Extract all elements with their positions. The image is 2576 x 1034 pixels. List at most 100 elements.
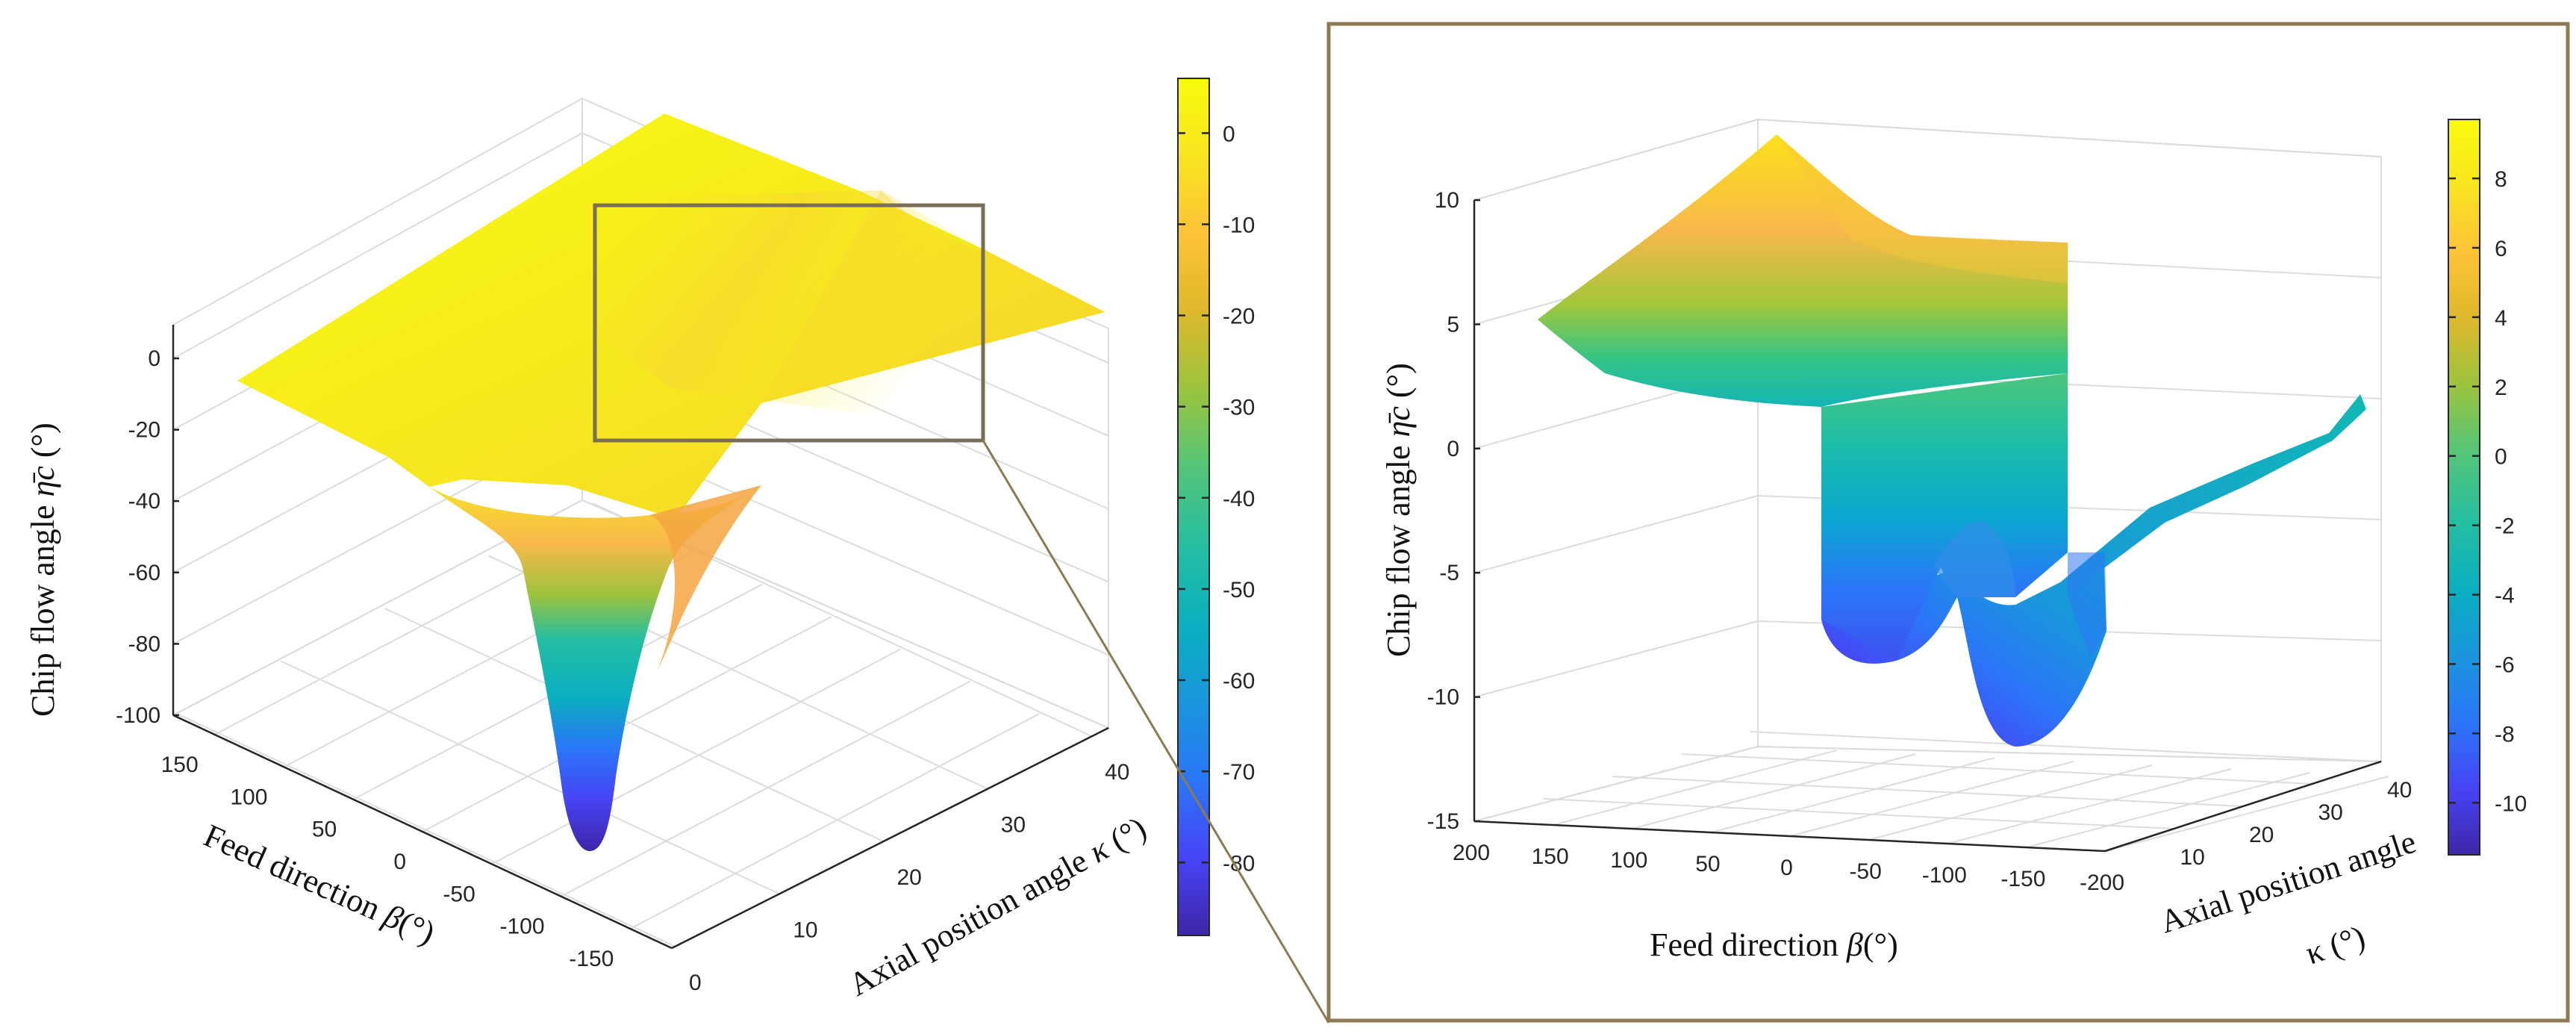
zoom-colorbar-tick: -10 (2495, 791, 2527, 816)
overview-z-ticks: 0 -20 -40 -60 -80 -100 (116, 346, 179, 728)
zoom-z-gridline (1473, 119, 1759, 201)
overview-colorbar-tick: -20 (1223, 305, 1255, 329)
zoom-x-tick: -150 (2000, 867, 2045, 891)
overview-x-tick: 150 (161, 753, 199, 777)
zoom-colorbar-tick: -2 (2495, 514, 2515, 539)
zoom-z-gridline (1473, 495, 1759, 574)
overview-z-tick: 0 (148, 346, 160, 371)
zoom-y-gridline (1612, 776, 2244, 807)
zoom-x-tick: -50 (1849, 859, 1881, 884)
overview-colorbar-tick: -30 (1223, 396, 1255, 420)
zoom-y-tick: 40 (2387, 778, 2412, 803)
zoom-z-tick: 5 (1447, 312, 1459, 337)
zoom-x-tick: 150 (1532, 844, 1569, 869)
zoom-colorbar-tick: -6 (2495, 653, 2515, 677)
zoom-colorbar-tick: 2 (2495, 376, 2507, 400)
zoom-x-gridline (1631, 753, 1916, 829)
zoom-colorbar-tick: 0 (2495, 445, 2507, 470)
zoom-y-gridline (1543, 798, 2174, 829)
zoom-colorbar-ticks: 8 6 4 2 0 -2 -4 -6 -8 -10 (2448, 167, 2527, 816)
overview-x-gridline (491, 648, 902, 865)
overview-y-tick: 30 (1001, 813, 1026, 838)
overview-colorbar-tick: -40 (1223, 487, 1255, 511)
overview-x-tick: -100 (500, 915, 545, 939)
zoom-colorbar-tick: 8 (2495, 167, 2507, 192)
zoom-x-gridline (2026, 772, 2310, 848)
overview-colorbar-tick: -50 (1223, 578, 1255, 602)
overview-colorbar-tick: -70 (1223, 760, 1255, 785)
overview-x-tick: 50 (312, 817, 337, 842)
zoom-colorbar-tick: -4 (2495, 584, 2515, 608)
overview-surface (237, 113, 1105, 851)
zoom-x-gridline (1947, 768, 2232, 844)
zoom-x-gridline (1553, 750, 1837, 826)
overview-x-ticks: 150 100 50 0 -50 -100 -150 (161, 753, 614, 971)
overview-y-gridline (280, 660, 780, 895)
zoom-x-tick: -100 (1922, 863, 1967, 888)
zoom-x-axis (1473, 820, 2106, 853)
zoom-z-ticks: 10 5 0 -5 -10 -15 (1427, 188, 1480, 834)
overview-z-tick: -20 (128, 418, 160, 443)
overview-z-tick: -100 (116, 703, 160, 728)
zoom-y-axis (2104, 760, 2382, 853)
overview-z-label: Chip flow angle η̄c (°) (25, 423, 61, 717)
zoom-z-tick: -5 (1439, 561, 1459, 585)
overview-y-axis (671, 726, 1109, 950)
overview-x-gridline (629, 713, 1040, 929)
overview-x-tick: -150 (569, 947, 614, 971)
overview-x-gridline (561, 680, 971, 897)
overview-z-tick: -80 (128, 632, 160, 656)
zoom-y-tick: 10 (2180, 845, 2205, 870)
overview-y-tick: 0 (689, 971, 702, 995)
overview-z-tick: -40 (128, 489, 160, 514)
zoom-surface (1538, 134, 2366, 747)
zoom-x-ticks: 200 150 100 50 0 -50 -100 -150 -200 (1453, 841, 2124, 895)
zoom-x-tick: 200 (1453, 841, 1490, 865)
overview-x-tick: 100 (230, 785, 267, 809)
overview-x-tick: -50 (443, 882, 475, 906)
zoom-y-ticks: 10 20 30 40 (2180, 778, 2413, 870)
zoom-z-tick: -10 (1427, 685, 1459, 710)
overview-y-tick: 10 (793, 918, 817, 943)
zoom-z-tick: 10 (1435, 188, 1459, 213)
zoom-colorbar-tick: 6 (2495, 237, 2507, 261)
overview-colorbar (1177, 78, 1210, 936)
overview-z-gridline (172, 132, 583, 359)
overview-y-gridline (176, 713, 676, 947)
zoom-region-box (593, 203, 985, 443)
zoom-x-label: Feed direction β(°) (1650, 926, 1898, 963)
overview-y-ticks: 0 10 20 30 40 (689, 760, 1129, 995)
zoom-z-gridline (1473, 620, 1759, 698)
overview-colorbar-tick: 0 (1223, 122, 1235, 146)
zoom-z-gridline (1757, 119, 2382, 158)
zoom-colorbar (2448, 119, 2480, 856)
overview-y-tick: 20 (897, 865, 922, 890)
overview-z-tick: -60 (128, 561, 160, 585)
zoom-x-gridline (1868, 764, 2153, 841)
overview-x-axis (172, 714, 673, 950)
zoom-x-tick: 0 (1780, 856, 1793, 880)
zoom-z-tick: 0 (1447, 437, 1459, 461)
zoom-z-label: Chip flow angle η̄c (°) (1380, 363, 1417, 657)
overview-colorbar-tick: -10 (1223, 213, 1255, 237)
zoom-x-gridline (1473, 746, 1759, 822)
zoom-y-tick: 30 (2318, 800, 2343, 825)
zoom-colorbar-tick: 4 (2495, 306, 2507, 331)
overview-colorbar-ticks: 0-10-20-30-40-50-60-70-80 (1178, 122, 1255, 876)
zoom-z-gridline (1757, 746, 2382, 762)
zoom-x-tick: 100 (1610, 848, 1647, 873)
zoom-connector-line (982, 440, 1330, 1024)
zoom-colorbar-tick: -8 (2495, 722, 2515, 747)
zoom-y-gridline (1681, 753, 2313, 785)
overview-x-tick: 0 (393, 850, 406, 874)
overview-x-gridline (422, 616, 832, 832)
zoom-x-tick: -200 (2080, 871, 2124, 895)
zoom-x-tick: 50 (1695, 852, 1720, 876)
overview-colorbar-tick: -60 (1223, 669, 1255, 694)
zoom-x-gridline (1710, 757, 1995, 833)
zoom-x-gridline (2104, 776, 2389, 852)
overview-y-gridline (384, 608, 884, 842)
zoom-z-tick: -15 (1427, 809, 1459, 834)
